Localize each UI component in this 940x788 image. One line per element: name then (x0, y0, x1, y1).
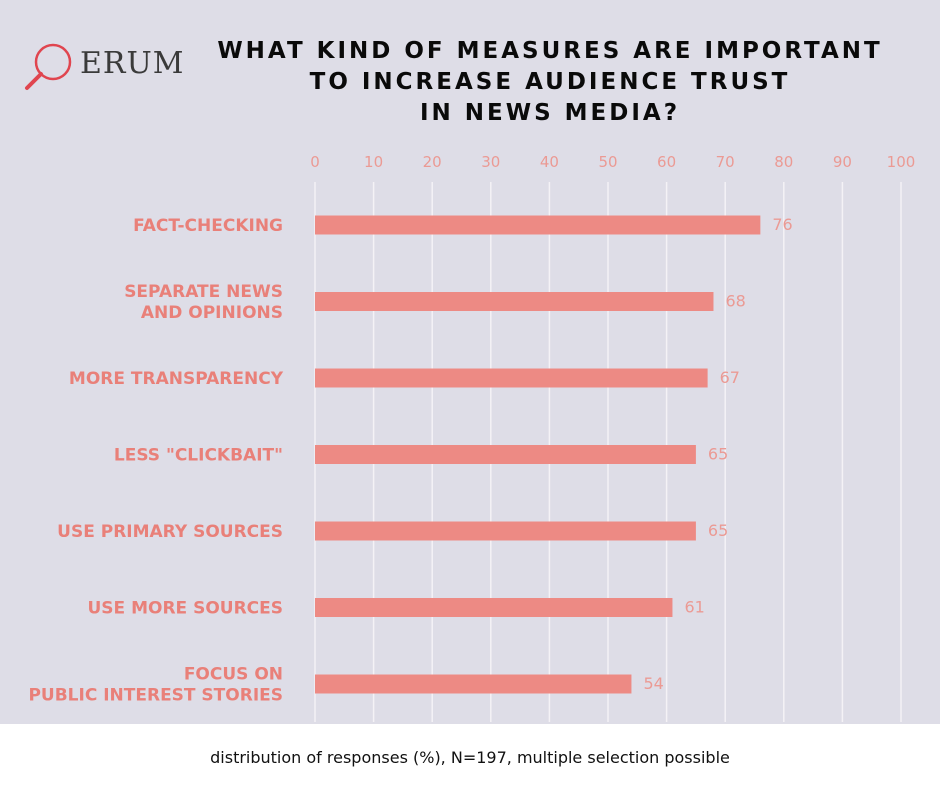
x-tick-label: 40 (540, 153, 559, 171)
bar (315, 674, 632, 694)
x-tick-label: 100 (887, 153, 916, 171)
value-label: 68 (725, 292, 745, 311)
title-line-2: TO INCREASE AUDIENCE TRUST (309, 69, 791, 95)
value-label: 65 (708, 521, 728, 540)
page-title: WHAT KIND OF MEASURES ARE IMPORTANT TO I… (180, 36, 920, 129)
title-line-3: IN NEWS MEDIA? (419, 100, 681, 126)
category-label: PUBLIC INTEREST STORIES (28, 686, 283, 706)
bar (315, 292, 714, 311)
bar (315, 521, 696, 541)
category-label: SEPARATE NEWS (124, 282, 283, 302)
bar (315, 445, 696, 464)
x-tick-label: 50 (598, 153, 617, 171)
bar-chart: 0 10 20 30 40 50 60 70 80 90 100 76 FACT-CHECKING 68 S… (28, 153, 916, 722)
value-label: 67 (720, 368, 740, 387)
x-tick-label: 70 (716, 153, 735, 171)
title-line-1: WHAT KIND OF MEASURES ARE IMPORTANT (217, 38, 883, 64)
category-label: FACT-CHECKING (133, 216, 283, 236)
logo-text: ERUM (80, 46, 185, 81)
value-label: 76 (772, 215, 792, 234)
x-tick-label: 90 (833, 153, 852, 171)
x-tick-label: 30 (481, 153, 500, 171)
category-label: FOCUS ON (184, 665, 283, 685)
x-tick-label: 60 (657, 153, 676, 171)
x-tick-label: 80 (774, 153, 793, 171)
category-label: LESS "CLICKBAIT" (114, 446, 283, 466)
category-label: MORE TRANSPARENCY (69, 369, 284, 389)
x-tick-label: 20 (423, 153, 442, 171)
bar (315, 598, 673, 617)
footer (0, 724, 940, 788)
category-label: USE MORE SOURCES (88, 599, 284, 619)
x-tick-label: 0 (310, 153, 320, 171)
value-label: 54 (643, 674, 663, 693)
x-tick-label: 10 (364, 153, 383, 171)
brand-logo: ERUM (22, 38, 184, 96)
category-label: USE PRIMARY SOURCES (57, 522, 283, 542)
value-label: 65 (708, 445, 728, 464)
bar (315, 368, 708, 388)
value-label: 61 (684, 598, 704, 617)
bar (315, 215, 761, 235)
chart-caption: distribution of responses (%), N=197, mu… (210, 748, 730, 767)
magnifier-icon (25, 43, 72, 90)
category-label: AND OPINIONS (141, 303, 283, 323)
